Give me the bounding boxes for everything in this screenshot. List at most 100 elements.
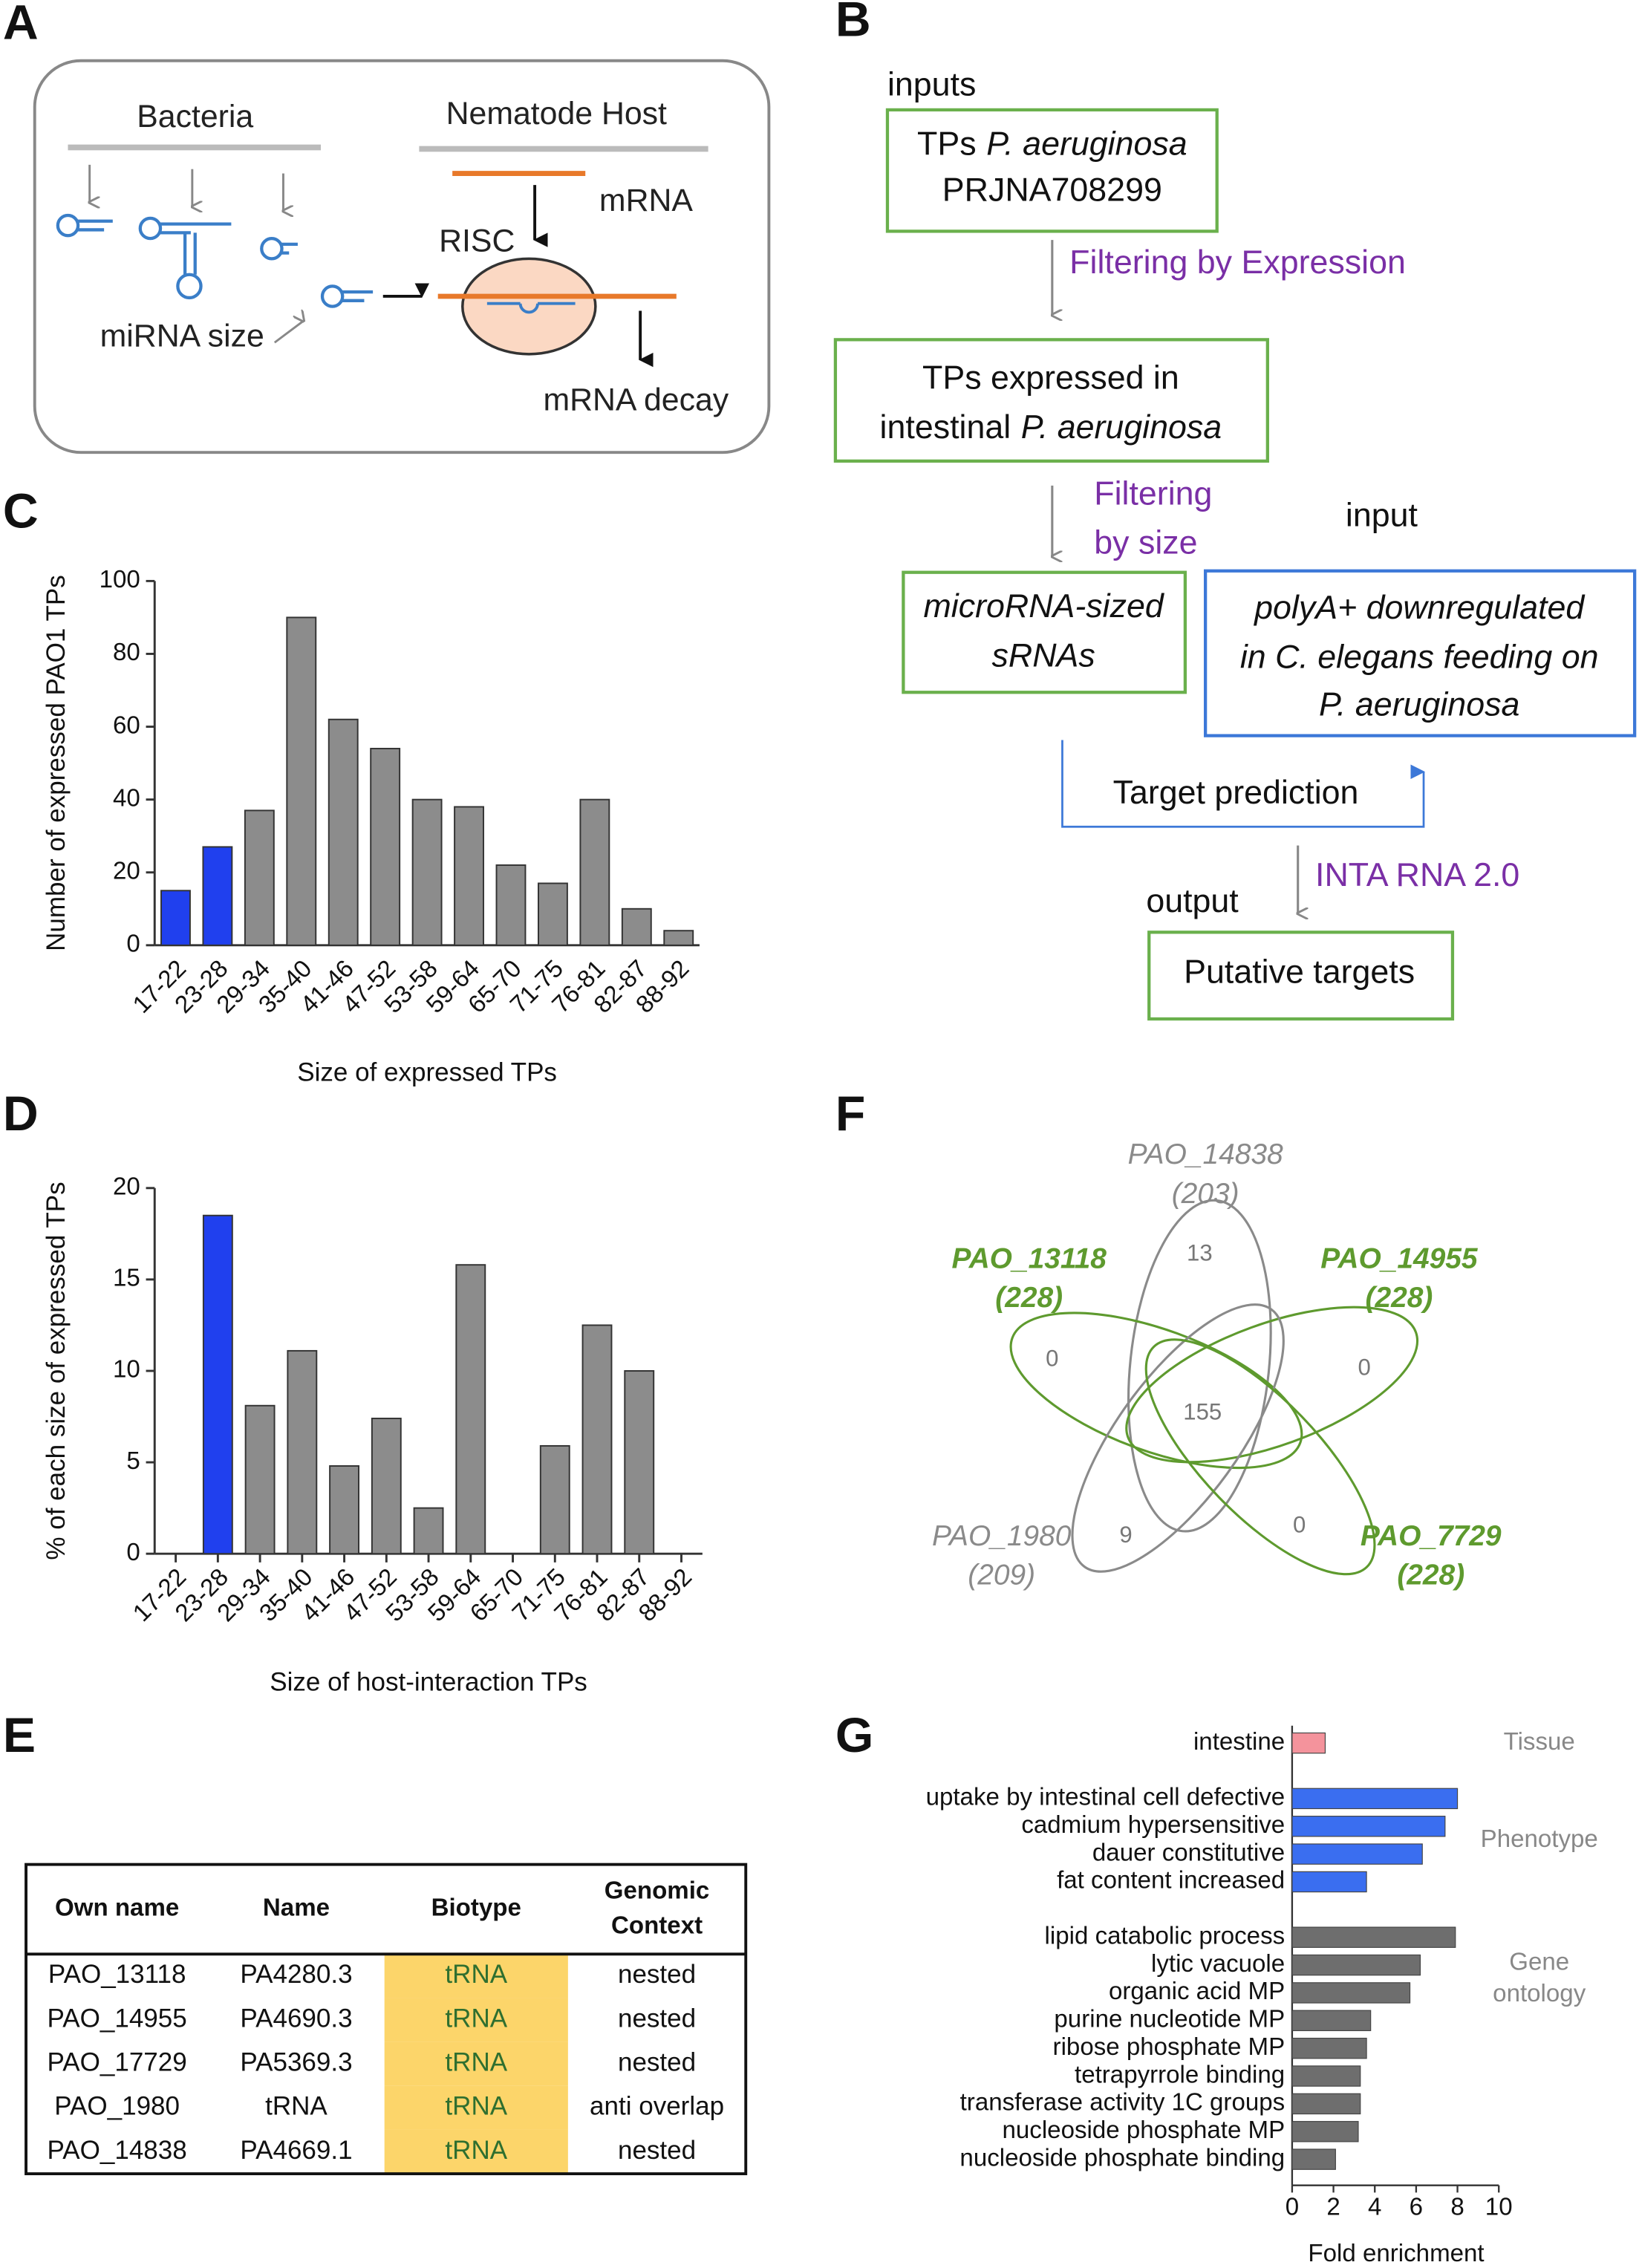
box-text: Putative targets <box>1184 954 1415 991</box>
group-label: Tissue <box>1504 1728 1575 1756</box>
bar <box>537 882 568 946</box>
y-tick-label: tetrapyrrole binding <box>1075 2061 1285 2088</box>
set-name: PAO_14955 <box>1320 1242 1479 1274</box>
bar <box>244 1404 276 1555</box>
bar <box>202 846 233 946</box>
bar <box>1291 1788 1459 1810</box>
box-text: PRJNA708299 <box>942 172 1162 209</box>
label: Nematode Host <box>446 96 667 131</box>
frame <box>33 59 771 454</box>
y-tick-label: 5 <box>126 1447 140 1475</box>
bar <box>663 930 694 946</box>
text-line: Context <box>611 1912 703 1939</box>
panel-label: C <box>3 483 39 538</box>
risc-complex <box>461 257 597 356</box>
x-axis-label: Fold enrichment <box>1308 2240 1484 2267</box>
table-frame <box>25 1863 748 2176</box>
box <box>833 338 1269 463</box>
bar <box>455 1264 486 1555</box>
panel-label: E <box>3 1708 36 1763</box>
region-count: 0 <box>1293 1511 1306 1537</box>
venn-set <box>1071 1303 1285 1573</box>
bar <box>1291 2065 1361 2087</box>
venn-set <box>1144 1338 1376 1576</box>
bar <box>1291 2148 1336 2170</box>
set-name: PAO_13118 <box>952 1242 1107 1274</box>
cell: PAO_1980 <box>54 2092 180 2121</box>
cell: anti overlap <box>590 2092 724 2121</box>
bar <box>495 864 527 946</box>
region-count: 13 <box>1187 1240 1213 1266</box>
bar <box>202 1214 233 1555</box>
text: TPs <box>917 125 977 162</box>
y-tick-label: 15 <box>113 1265 140 1292</box>
bar <box>371 1418 402 1555</box>
region-count: 0 <box>1046 1346 1058 1372</box>
label: miRNA size <box>100 319 264 354</box>
y-tick-label: 20 <box>113 1173 140 1201</box>
y-tick-label: 0 <box>126 1539 140 1566</box>
y-tick-label: fat content increased <box>1057 1867 1285 1894</box>
y-tick-label: nucleoside phosphate MP <box>1003 2117 1286 2144</box>
venn-set <box>1125 1306 1419 1464</box>
bar <box>454 806 484 946</box>
bar <box>1291 1954 1421 1976</box>
cell: PAO_13118 <box>48 1960 186 1989</box>
highlight-cell <box>384 1998 568 2042</box>
cell: nested <box>618 2004 696 2033</box>
step-label: by size <box>1094 524 1197 561</box>
cell: tRNA <box>445 1960 507 1989</box>
y-tick-label: 10 <box>113 1356 140 1384</box>
box-text: polyA+ downregulated <box>1253 589 1586 626</box>
header-cell: Biotype <box>431 1894 521 1922</box>
cell: tRNA <box>265 2092 328 2121</box>
label: mRNA <box>599 183 693 218</box>
panel-label: A <box>3 0 39 50</box>
set-size: (228) <box>995 1282 1063 1314</box>
box-text: in C. elegans feeding on <box>1240 638 1599 675</box>
bar <box>1291 2010 1372 2032</box>
header-cell: Name <box>263 1894 330 1922</box>
text-line: Gene <box>1509 1948 1569 1975</box>
x-tick-label: 4 <box>1368 2194 1381 2221</box>
venn-set <box>1009 1311 1303 1470</box>
y-tick-label: transferase activity 1C groups <box>960 2089 1286 2117</box>
cell: PA4690.3 <box>240 2004 352 2033</box>
highlight-cell <box>384 2085 568 2130</box>
connector <box>1061 740 1425 828</box>
bar <box>370 748 401 946</box>
label: output <box>1146 882 1239 919</box>
cell: PAO_14955 <box>48 2004 187 2033</box>
text: P. aeruginosa <box>986 125 1187 162</box>
bar-chart: 0510152017-2223-2829-3435-4041-4647-5253… <box>42 1173 703 1697</box>
y-tick-label: lipid catabolic process <box>1045 1922 1286 1949</box>
text: P. aeruginosa <box>1021 408 1222 446</box>
panel-label: D <box>3 1086 39 1141</box>
bar-chart: 02040608010017-2223-2829-3435-4041-4647-… <box>42 566 700 1086</box>
y-tick-label: 20 <box>113 857 140 884</box>
cell: PAO_14838 <box>48 2136 187 2165</box>
bar <box>1291 2121 1359 2142</box>
cell: nested <box>618 2047 696 2076</box>
region-count: 9 <box>1119 1522 1132 1548</box>
group-label: Gene ontology <box>1493 1948 1586 2007</box>
bar <box>329 1465 360 1555</box>
cell: nested <box>618 2136 696 2165</box>
label: Bacteria <box>137 99 253 134</box>
panel-label: F <box>835 1086 865 1141</box>
bar <box>286 616 317 946</box>
set-name: PAO_1980 <box>932 1520 1072 1552</box>
x-axis-label: Size of expressed TPs <box>297 1058 557 1086</box>
y-tick-label: intestine <box>1193 1728 1285 1756</box>
header-cell: Genomic Context <box>605 1877 710 1939</box>
box-text: sRNAs <box>992 636 1095 674</box>
text: intestinal <box>880 408 1011 446</box>
bar <box>328 718 359 946</box>
region-count: 0 <box>1358 1354 1371 1380</box>
box <box>1147 931 1455 1021</box>
x-tick-label: 2 <box>1326 2194 1340 2221</box>
set-name: PAO_7729 <box>1361 1520 1502 1552</box>
y-tick-label: uptake by intestinal cell defective <box>926 1784 1286 1811</box>
cell: PA5369.3 <box>240 2047 352 2076</box>
